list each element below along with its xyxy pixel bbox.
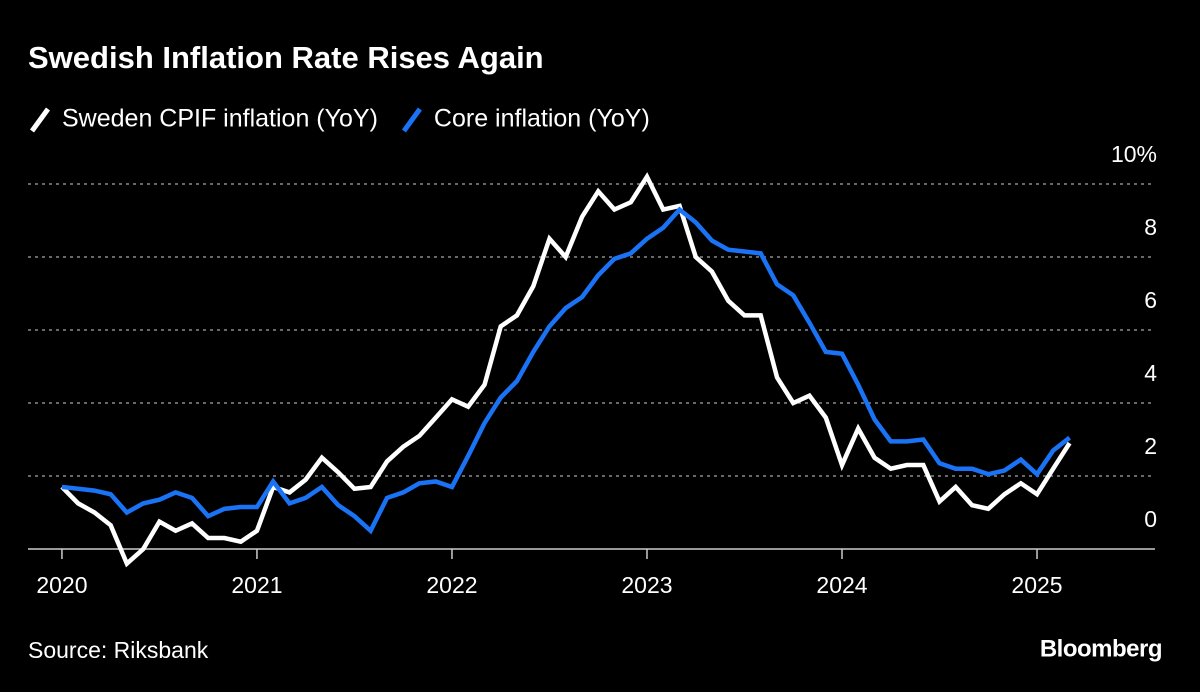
- y-tick-label: 10%: [1111, 141, 1157, 167]
- y-tick-label: 2: [1144, 433, 1157, 459]
- y-tick-label: 6: [1144, 287, 1157, 313]
- y-tick-label: 8: [1144, 214, 1157, 240]
- brand: Bloomberg: [1040, 635, 1162, 662]
- legend-label: Sweden CPIF inflation (YoY): [62, 105, 378, 133]
- source: Source: Riksbank: [28, 637, 209, 663]
- x-tick-label: 2022: [426, 572, 477, 598]
- series-line: [61, 206, 1071, 535]
- y-tick-label: 4: [1144, 360, 1157, 386]
- legend-label: Core inflation (YoY): [434, 105, 650, 133]
- series-line: [60, 172, 1072, 568]
- chart-title: Swedish Inflation Rate Rises Again: [28, 40, 544, 75]
- legend-swatch: [401, 107, 422, 133]
- x-tick-label: 2021: [231, 572, 282, 598]
- x-tick-label: 2025: [1011, 572, 1062, 598]
- x-tick-label: 2024: [816, 572, 867, 598]
- legend-swatch: [29, 107, 51, 133]
- y-tick-label: 0: [1144, 506, 1157, 532]
- x-tick-label: 2020: [36, 572, 87, 598]
- x-tick-label: 2023: [621, 572, 672, 598]
